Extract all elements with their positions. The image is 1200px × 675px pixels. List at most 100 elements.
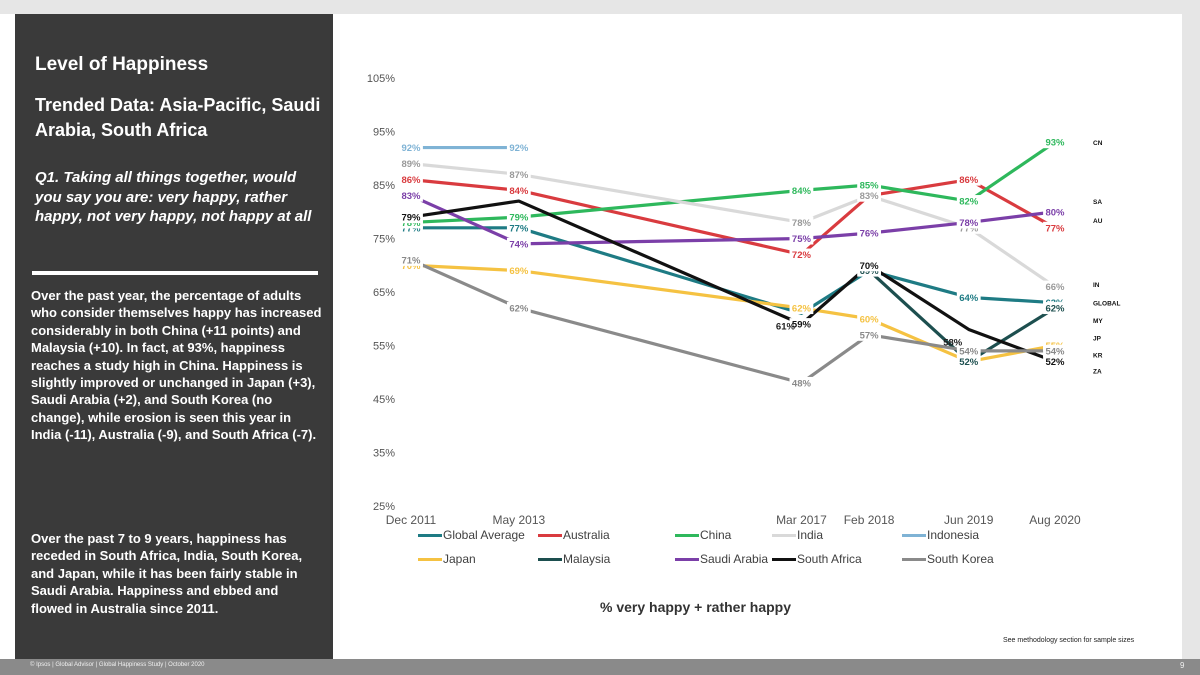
legend-item: Japan [418,552,476,566]
series-line-south-africa [409,199,1057,364]
x-tick-label: Feb 2018 [844,513,895,527]
line-chart: 25% 35% 45% 55% 65% 75% 85% 95% 105% Dec 2011 May … [367,73,1121,527]
legend-swatch [418,557,442,561]
data-label: 86% [959,175,979,186]
data-label: 69% [509,266,529,277]
data-label: 85% [860,181,880,192]
summary-paragraph-1: Over the past year, the percentage of ad… [31,288,322,443]
legend-swatch [902,557,926,561]
legend-item: Saudi Arabia [675,552,768,566]
data-label-bg [789,184,814,197]
data-label: 70% [860,261,880,272]
data-label-bg [1043,205,1067,218]
data-label: 52% [959,357,979,368]
x-tick-label: Aug 2020 [1029,513,1081,527]
series-code-label: SA [1093,199,1102,206]
footer-bar [0,659,1200,675]
legend-label: South Africa [797,552,862,566]
data-label: 75% [792,234,812,245]
top-frame [0,0,1200,14]
series-line-china [409,140,1057,225]
data-label-bg [506,168,531,181]
data-label-bg [1043,344,1067,357]
data-label: 79% [509,213,529,224]
x-tick-label: Dec 2011 [386,513,437,527]
data-label: 60% [860,314,880,325]
data-label: 74% [509,239,529,250]
series-line-global-average [409,226,1057,315]
data-label: 62% [792,304,812,315]
legend-label: Australia [563,528,610,542]
data-label: 84% [792,186,812,197]
series-line-saudi-arabia [409,194,1057,246]
legend-item: South Africa [772,552,862,566]
legend-label: India [797,528,824,542]
data-label-bg [857,189,881,202]
survey-question: Q1. Taking all things together, would yo… [35,169,312,225]
data-label: 92% [509,143,529,154]
series-code-label: ZA [1093,369,1102,376]
x-tick-label: Mar 2017 [776,513,827,527]
summary-paragraph-2: Over the past 7 to 9 years, happiness ha… [31,531,303,616]
chart-legend: Global Average Australia China India Indones… [418,528,1038,572]
data-label: 77% [509,223,529,234]
data-label: 83% [860,191,880,202]
data-label-bg [1043,355,1067,368]
legend-label: Japan [443,552,476,566]
legend-label: Global Average [443,528,525,542]
legend-swatch [538,533,562,537]
data-label: 72% [792,250,812,261]
data-label: 89% [401,159,421,170]
legend-swatch [902,533,926,537]
series-code-label: IN [1093,282,1100,289]
y-tick-label: 85% [373,180,395,192]
data-label: 62% [1045,304,1065,315]
data-label-bg [506,141,531,154]
slide-title: Level of Happiness [35,54,209,75]
data-label: 83% [401,191,421,202]
data-label: 58% [943,337,963,348]
y-tick-label: 75% [373,234,395,246]
legend-swatch [772,557,796,561]
series-code-label: MY [1093,318,1103,325]
y-tick-label: 55% [373,341,395,353]
series-code-label: CN [1093,140,1103,147]
data-label-bg [1043,136,1067,149]
data-label-bg [857,179,881,191]
x-tick-label: Jun 2019 [944,513,994,527]
data-label-bg [789,248,814,261]
right-frame [1182,0,1200,675]
legend-item: Australia [538,528,610,542]
data-label: 80% [1045,207,1065,218]
series-code-label: JP [1093,335,1102,342]
data-label-bg [1043,302,1067,315]
data-label: 57% [860,330,880,341]
data-label: 48% [792,378,812,389]
data-label-bg [956,216,981,229]
data-label: 92% [401,143,421,154]
legend-item: India [772,528,823,542]
data-label: 64% [959,293,979,304]
data-label-bg [956,291,981,304]
series-line-australia [409,178,1057,257]
legend-label: Saudi Arabia [700,552,769,566]
data-label: 70% [401,261,421,272]
data-label: 76% [860,229,880,240]
data-label-bg [506,211,531,224]
data-label-bg [399,253,423,266]
data-label: 87% [509,170,529,181]
data-label-bg [857,227,881,240]
data-label: 78% [401,218,421,229]
data-label: 69% [860,266,880,277]
data-label-bg [506,237,531,250]
data-label-bg [789,216,814,229]
data-label-bg [789,376,814,389]
x-axis-title: % very happy + rather happy [600,599,792,615]
data-label-bg [506,302,531,315]
data-label-bg [956,355,981,368]
data-label: 54% [1045,346,1065,357]
data-label: 59% [792,320,812,331]
data-label: 79% [401,213,421,224]
y-tick-label: 35% [373,448,395,460]
data-label: 78% [792,218,812,229]
